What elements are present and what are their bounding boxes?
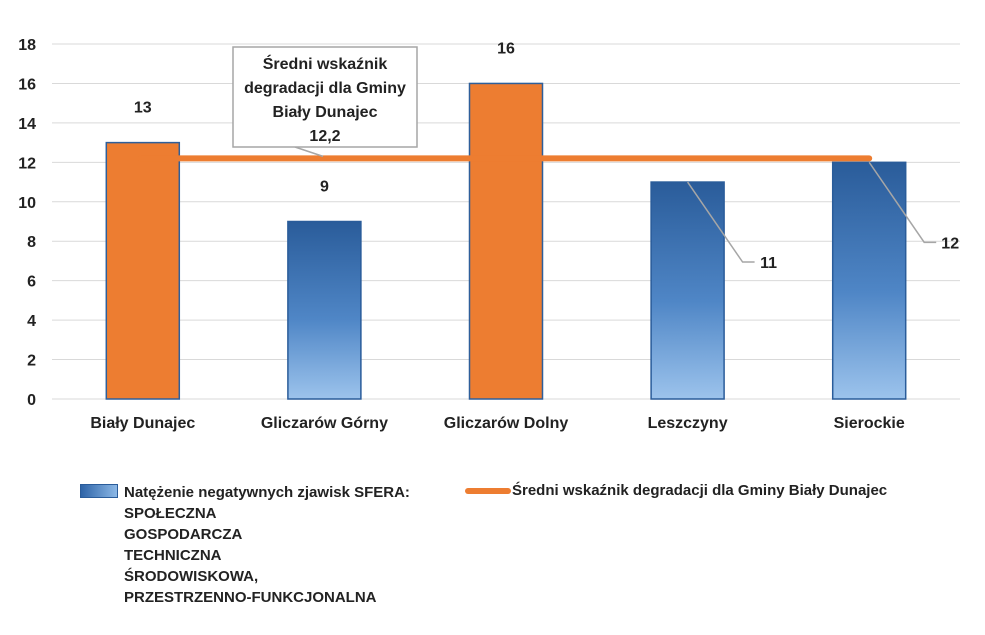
callout-text-line: Biały Dunajec	[273, 104, 378, 121]
data-label: 12	[941, 235, 959, 252]
data-label: 11	[760, 255, 777, 272]
callout-text-line: Średni wskaźnik	[263, 54, 388, 73]
y-tick-label: 18	[18, 37, 36, 54]
bars	[105, 82, 907, 400]
y-tick-label: 0	[27, 392, 36, 409]
callout-box	[232, 46, 418, 148]
legend-bar-line: TECHNICZNA	[124, 547, 222, 564]
x-tick-label: Gliczarów Górny	[261, 415, 388, 432]
leader-line	[868, 161, 937, 244]
data-labels: 13 9 16 11 12	[134, 40, 959, 272]
x-tick-label: Biały Dunajec	[90, 415, 195, 432]
x-tick-label: Sierockie	[834, 415, 905, 432]
legend-bar-label: Natężenie negatywnych zjawisk SFERA: SPO…	[124, 482, 444, 608]
data-label: 16	[497, 40, 515, 57]
y-tick-label: 12	[18, 155, 36, 172]
y-tick-label: 8	[27, 234, 36, 251]
y-tick-label: 14	[18, 116, 36, 133]
legend-line-label: Średni wskaźnik degradacji dla Gminy Bia…	[512, 482, 888, 499]
data-label: 13	[134, 100, 152, 117]
legend-bar-line: GOSPODARCZA	[124, 526, 243, 543]
x-tick-label: Gliczarów Dolny	[444, 415, 569, 432]
legend-bar-line: SPOŁECZNA	[124, 505, 217, 522]
legend-bar-swatch	[80, 484, 118, 498]
legend-bar-line: PRZESTRZENNO-FUNKCJONALNA	[124, 589, 377, 606]
legend-line-swatch	[465, 488, 511, 494]
y-tick-label: 2	[27, 353, 36, 370]
leader-lines	[686, 161, 937, 263]
callout-text-line: degradacji dla Gminy	[244, 80, 406, 97]
callout-leader	[294, 146, 324, 158]
x-axis-labels: Biały Dunajec Gliczarów Górny Gliczarów Do…	[90, 415, 905, 432]
bar	[650, 181, 725, 400]
bar	[287, 220, 362, 400]
leader-line	[686, 181, 755, 263]
callout-text-line: 12,2	[309, 128, 340, 145]
x-tick-label: Leszczyny	[648, 415, 728, 432]
average-callout: Średni wskaźnik degradacji dla Gminy Biały…	[232, 46, 418, 158]
y-tick-label: 4	[27, 313, 36, 330]
y-tick-label: 10	[18, 195, 36, 212]
bar-chart: 0 2 4 6 8 10 12 14 16 18 13 9 16 11 12 Biały Dunajec G…	[18, 37, 960, 432]
bar	[831, 161, 907, 400]
bar	[468, 82, 544, 400]
legend-bar-line: Natężenie negatywnych zjawisk SFERA:	[124, 484, 410, 501]
y-tick-label: 6	[27, 274, 36, 291]
bar	[105, 141, 181, 400]
y-tick-label: 16	[18, 76, 36, 93]
data-label: 9	[320, 179, 329, 196]
legend-bar-line: ŚRODOWISKOWA,	[124, 568, 259, 585]
y-axis-ticks: 0 2 4 6 8 10 12 14 16 18	[18, 37, 36, 409]
